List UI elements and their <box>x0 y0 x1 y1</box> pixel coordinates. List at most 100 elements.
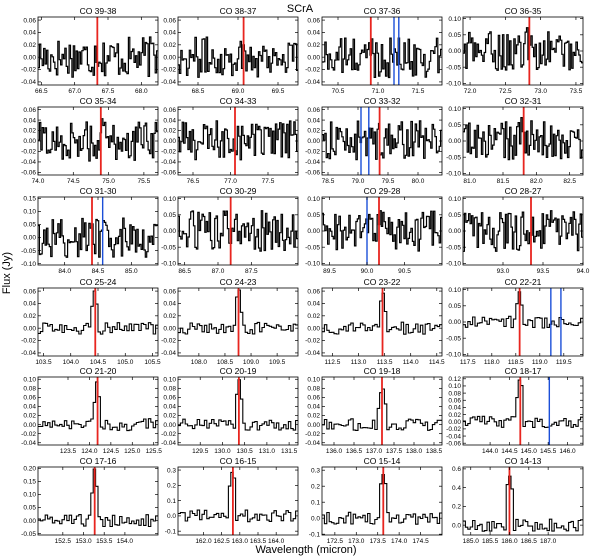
x-tick-label: 187.0 <box>540 538 557 545</box>
y-tick-label: 0.06 <box>23 107 36 114</box>
x-tick-label: 72.5 <box>499 88 512 95</box>
spectrum-line <box>463 27 583 71</box>
spectrum-line <box>178 471 298 523</box>
x-tick-label: 86.5 <box>178 268 191 275</box>
y-tick-label: 0.04 <box>23 301 36 308</box>
spectrum-line <box>38 217 158 258</box>
y-tick-label: -0.02 <box>161 338 176 345</box>
panel-title: CO 30-29 <box>220 186 257 196</box>
y-tick-label: -0.10 <box>446 171 461 178</box>
x-tick-label: 145.5 <box>540 448 557 455</box>
y-tick-label: 0.00 <box>307 54 320 61</box>
y-tick-label: 0.06 <box>163 17 176 24</box>
y-tick-label: 0.04 <box>307 301 320 308</box>
panel-title: CO 29-28 <box>364 186 401 196</box>
y-tick-label: 0.04 <box>163 117 176 124</box>
panel-frame <box>321 287 443 357</box>
x-tick-label: 77.0 <box>224 178 237 185</box>
x-tick-label: 76.5 <box>187 178 200 185</box>
x-tick-label: 119.0 <box>532 359 548 366</box>
x-tick-label: 90.0 <box>361 268 374 275</box>
x-tick-label: 185.5 <box>482 538 499 545</box>
y-tick-label: 0.00 <box>307 228 320 235</box>
y-tick-label: -0.04 <box>161 440 176 447</box>
x-tick-label: 104.5 <box>90 359 107 366</box>
y-tick-label: 0.00 <box>163 54 176 61</box>
y-tick-label: 0.00 <box>23 325 36 332</box>
panel-title: CO 22-21 <box>505 277 542 287</box>
x-tick-label: 105.5 <box>144 359 161 366</box>
panel-frame <box>177 466 299 536</box>
x-tick-label: 117.5 <box>460 359 476 366</box>
panel-title: CO 24-23 <box>220 277 257 287</box>
x-tick-label: 153.5 <box>96 538 113 545</box>
spectrum-line <box>463 379 583 429</box>
x-tick-label: 136.0 <box>326 448 343 455</box>
panel-title: CO 21-20 <box>80 366 117 376</box>
x-tick-label: 144.0 <box>482 448 499 455</box>
y-tick-label: 0.04 <box>307 30 320 37</box>
x-tick-label: 146.0 <box>559 448 576 455</box>
y-tick-label: 0.10 <box>448 287 461 294</box>
y-tick-label: 0.10 <box>163 196 176 203</box>
y-tick-label: 0.20 <box>23 466 36 473</box>
spectrum-line <box>178 36 298 78</box>
panel: CO 35-34 74.0 74.5 75.0 75.5 0.06 0.04 0.02 0.00… <box>21 96 159 185</box>
y-tick-label: 0.10 <box>448 106 461 113</box>
x-tick-label: 145.0 <box>521 448 538 455</box>
panel-title: CO 35-34 <box>80 96 117 106</box>
y-tick-label: 0.05 <box>163 212 176 219</box>
x-tick-label: 130.0 <box>214 448 231 455</box>
panel: CO 25-24 103.5 104.0 104.5 105.0 105.5 0.06 0.0… <box>21 277 161 366</box>
y-tick-label: -0.10 <box>21 261 36 268</box>
x-tick-label: 108.0 <box>191 359 208 366</box>
x-tick-label: 125.0 <box>124 448 141 455</box>
spectrum-line <box>463 291 583 329</box>
x-tick-label: 112.5 <box>325 359 341 366</box>
y-tick-label: 0.02 <box>23 42 36 49</box>
x-tick-label: 69.5 <box>272 88 285 95</box>
y-tick-label: 0.00 <box>448 419 461 426</box>
x-tick-label: 123.5 <box>60 448 77 455</box>
y-tick-label: 0.06 <box>448 397 461 404</box>
x-tick-label: 186.0 <box>501 538 518 545</box>
y-tick-label: -0.02 <box>305 149 320 156</box>
panel-frame <box>462 376 584 446</box>
x-tick-label: 172.5 <box>327 538 344 545</box>
y-tick-label: 0.04 <box>163 404 176 411</box>
y-tick-label: 0.00 <box>448 138 461 145</box>
y-tick-label: 0.10 <box>448 383 461 390</box>
y-tick-label: -0.04 <box>305 79 320 86</box>
y-tick-label: -0.1 <box>165 528 177 535</box>
panel: CO 29-28 89.5 90.0 90.5 0.10 0.05 0.00 -0.05 -0.… <box>305 186 443 275</box>
spectrum-line <box>322 37 442 79</box>
y-tick-label: -0.05 <box>21 531 36 538</box>
y-tick-label: -0.05 <box>161 244 176 251</box>
x-tick-label: 173.5 <box>370 538 387 545</box>
panel: CO 36-35 72.0 72.5 73.0 73.5 0.10 0.05 0.00 -0.0… <box>446 6 584 95</box>
x-tick-label: 114.0 <box>403 359 419 366</box>
y-tick-label: 0.00 <box>448 319 461 326</box>
x-tick-label: 114.5 <box>429 359 445 366</box>
y-tick-label: 0.00 <box>23 54 36 61</box>
spectrum-line <box>322 120 442 161</box>
spectrum-line <box>38 290 158 335</box>
x-tick-label: 174.5 <box>412 538 429 545</box>
y-tick-label: -0.04 <box>21 79 36 86</box>
panel: CO 20-19 129.5 130.0 130.5 131.0 131.5 0.10 0.0… <box>161 366 299 455</box>
y-tick-label: -0.04 <box>305 159 320 166</box>
panel-frame <box>37 196 159 266</box>
y-tick-label: 0.0 <box>311 515 320 522</box>
panel-title: CO 38-37 <box>220 6 257 16</box>
panel-frame <box>177 287 299 357</box>
y-tick-label: -0.06 <box>305 170 320 177</box>
x-tick-label: 81.0 <box>463 178 476 185</box>
y-tick-label: 0.2 <box>167 483 176 490</box>
y-tick-label: 0.00 <box>23 235 36 242</box>
x-tick-label: 94.0 <box>577 268 590 275</box>
y-tick-label: 0.06 <box>307 107 320 114</box>
panel-frame <box>37 16 159 86</box>
y-tick-label: 0.06 <box>307 17 320 24</box>
x-tick-label: 103.5 <box>35 359 52 366</box>
y-tick-label: 0.10 <box>163 376 176 383</box>
